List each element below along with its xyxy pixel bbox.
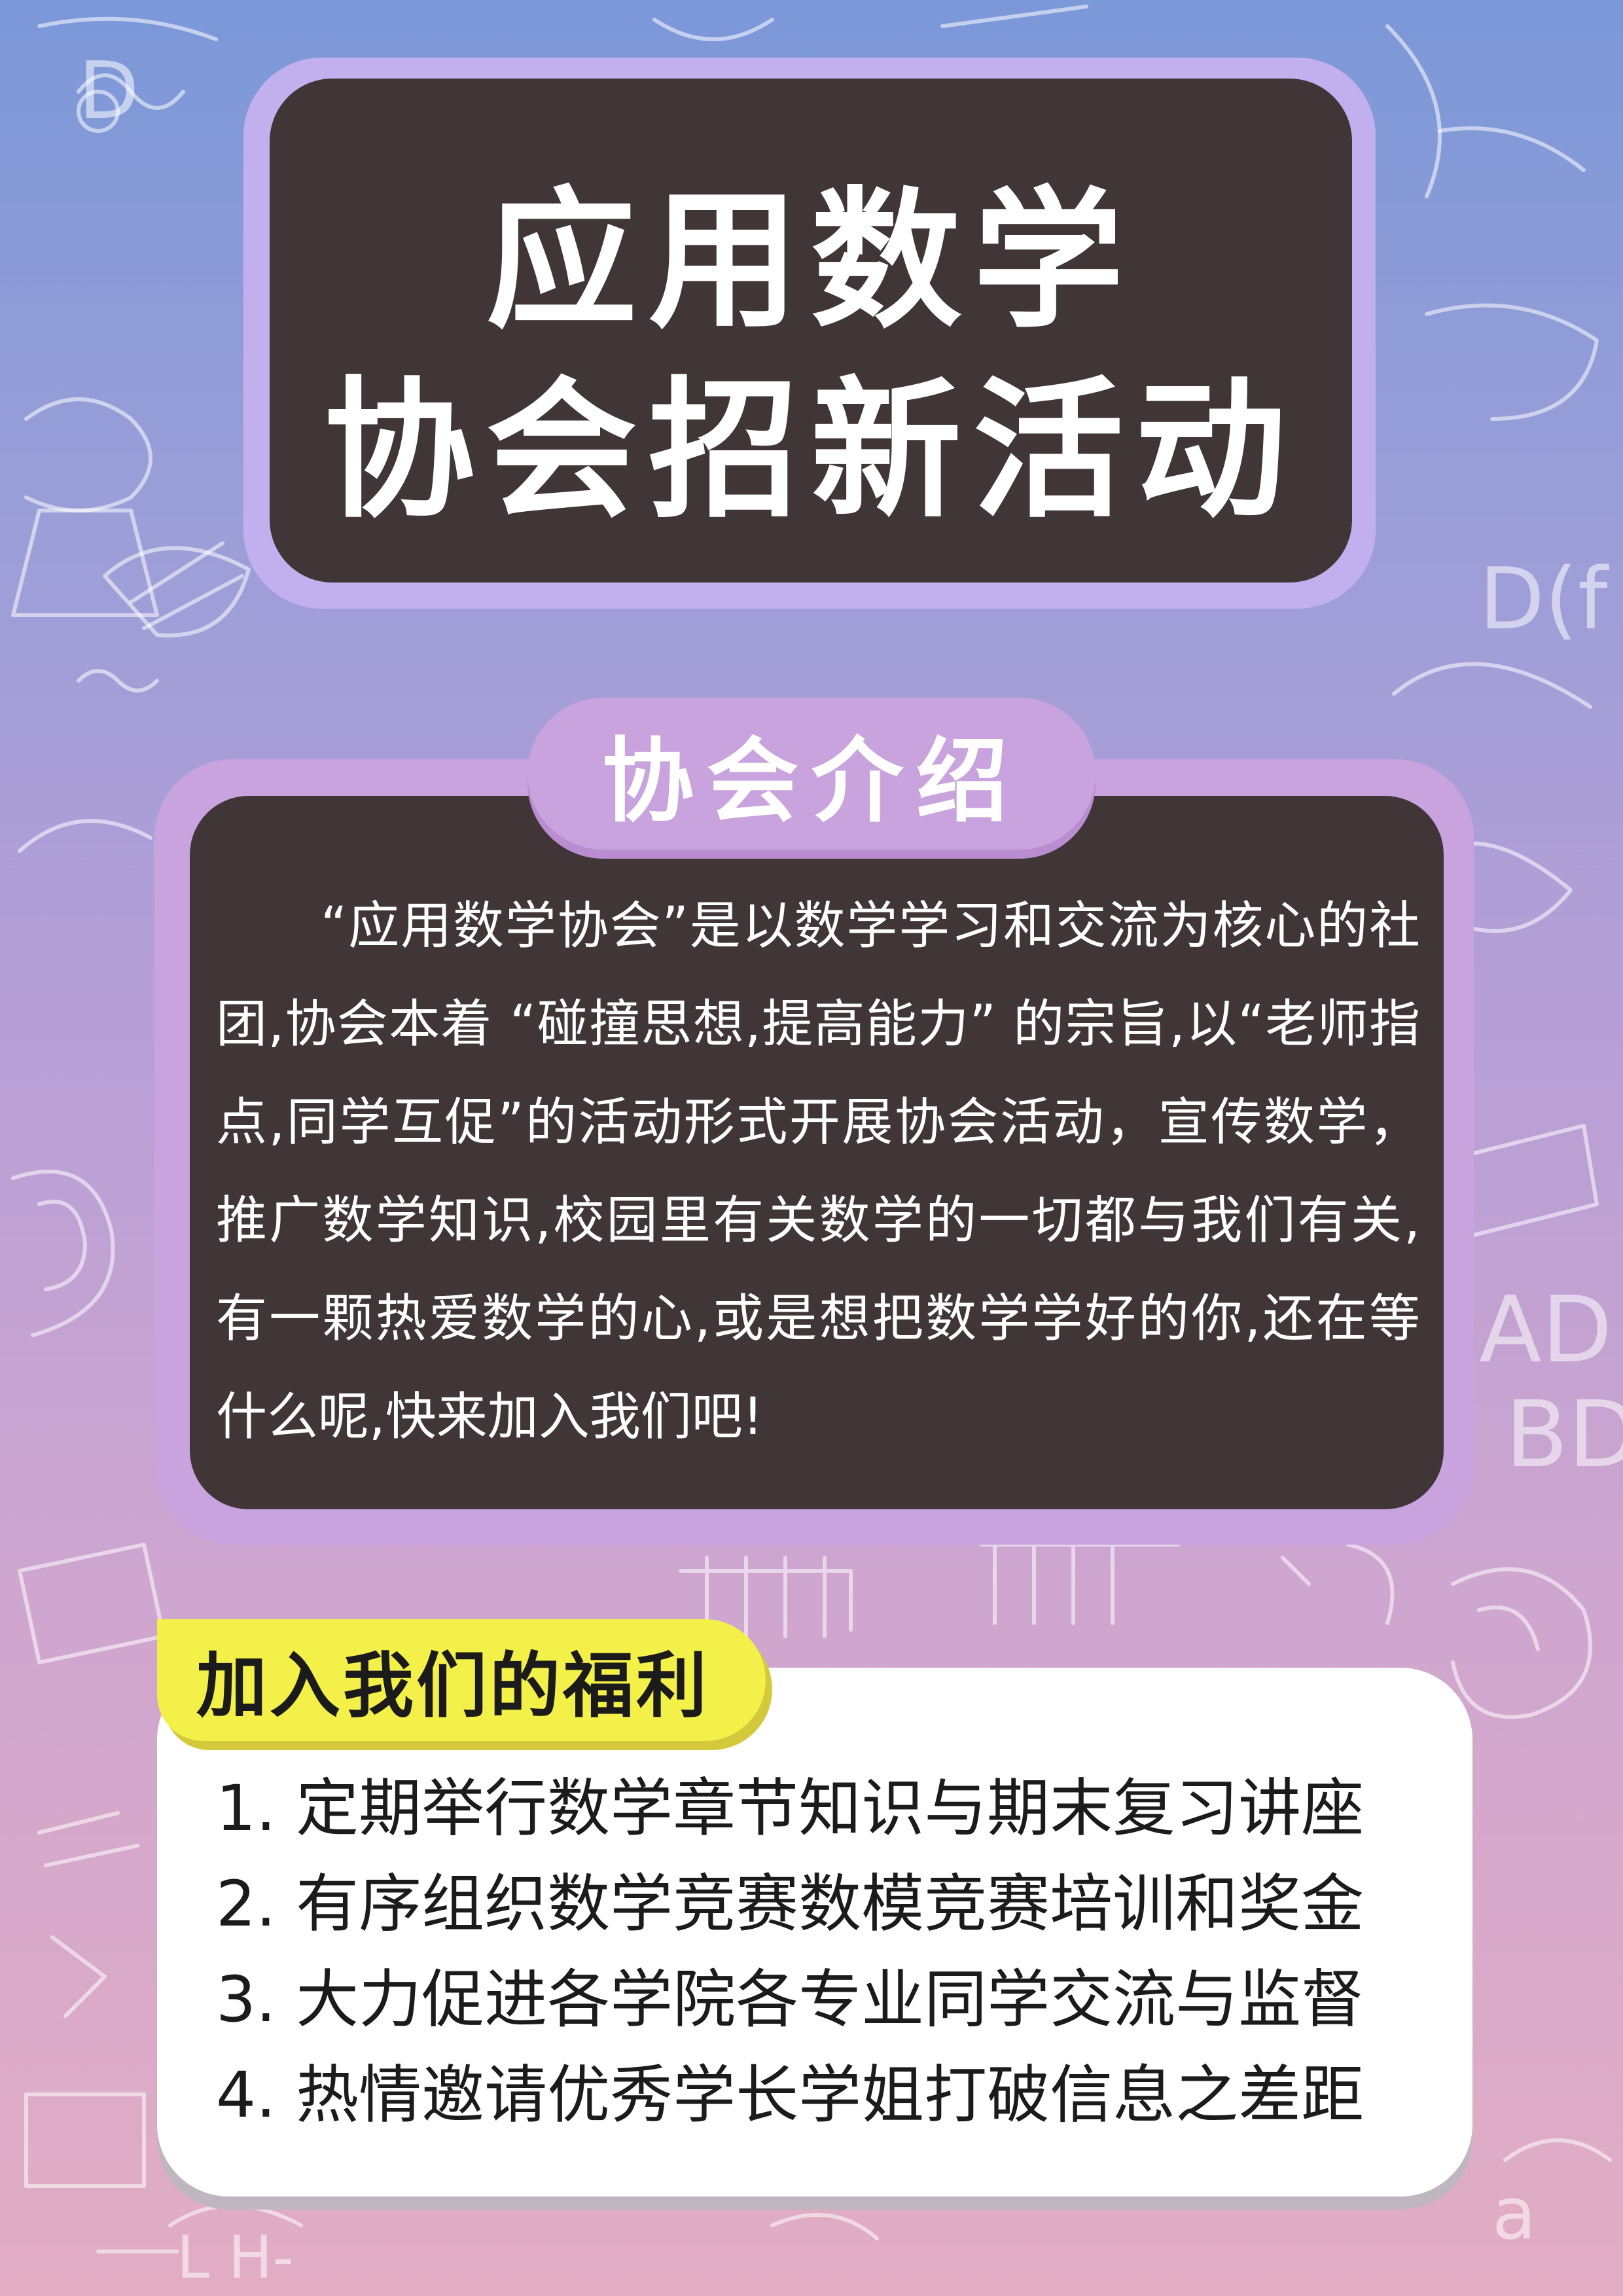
title-panel: 应用数学 协会招新活动: [270, 79, 1352, 583]
intro-tab-label: 协会介绍: [601, 728, 1021, 835]
benefit-item: 2. 有序组织数学竞赛数模竞赛培训和奖金: [216, 1867, 1364, 1941]
intro-text: “应用数学协会”是以数学学习和交流为核心的社团,协会本着 “碰撞思想,提高能力”…: [216, 897, 1420, 1446]
benefits-panel: [157, 1668, 1472, 2197]
title-line-2: 协会招新活动: [323, 364, 1298, 539]
svg-text:AD: AD: [1479, 1277, 1613, 1384]
svg-text:D(f: D(f: [1479, 549, 1610, 649]
svg-text:a: a: [1492, 2172, 1536, 2255]
benefit-item: 4. 热情邀请优秀学长学姐打破信息之差距: [216, 2058, 1364, 2132]
title-line-1: 应用数学: [486, 174, 1135, 349]
benefits-tag: 加入我们的福利: [157, 1619, 766, 1741]
benefit-item: 1. 定期举行数学章节知识与期末复习讲座: [216, 1772, 1364, 1845]
svg-text:D: D: [79, 46, 139, 137]
benefits-list: 1. 定期举行数学章节知识与期末复习讲座 2. 有序组织数学竞赛数模竞赛培训和奖…: [216, 1761, 1459, 2143]
benefits-tag-label: 加入我们的福利: [196, 1645, 710, 1727]
svg-text:L H-: L H-: [177, 2223, 294, 2292]
benefit-item: 3. 大力促进各学院各专业同学交流与监督: [216, 1963, 1364, 2036]
intro-tab: 协会介绍: [527, 698, 1096, 850]
svg-text:BD: BD: [1505, 1382, 1623, 1488]
intro-panel: [190, 796, 1444, 1509]
